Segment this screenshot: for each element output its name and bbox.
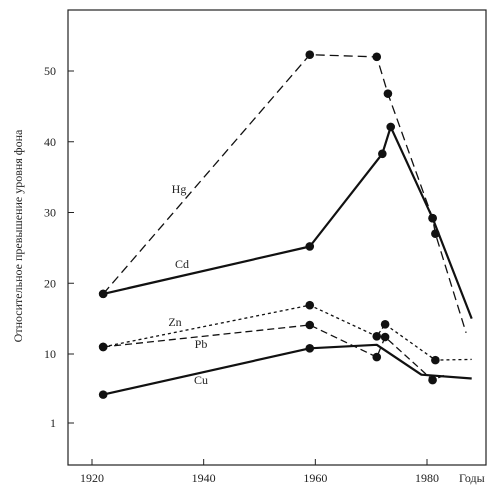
data-point-cd-1 (305, 242, 315, 251)
series-layer (98, 50, 473, 399)
data-point-pb-2 (372, 352, 382, 362)
data-point-cd-4 (428, 213, 437, 223)
label-layer: Hg Cd Zn Pb Cu (168, 182, 208, 387)
y-tick-label-40: 40 (44, 135, 56, 149)
plot-frame (67, 9, 487, 466)
data-point-hg-1 (305, 50, 315, 60)
data-point-pb-1 (305, 320, 315, 330)
series-line-pb (103, 324, 445, 381)
data-point-cu-1 (305, 344, 315, 353)
y-tick-label-1: 1 (50, 416, 56, 430)
series-line-cu (102, 343, 472, 396)
data-point-pb-0 (98, 342, 108, 352)
x-tick-label-1980: 1980 (415, 471, 439, 485)
data-point-zn-2 (372, 332, 382, 341)
series-label-pb: Pb (195, 337, 208, 351)
data-point-pb-3 (380, 332, 390, 342)
data-point-cd-2 (378, 149, 387, 159)
series-label-hg: Hg (172, 182, 187, 196)
y-tick-label-30: 30 (44, 206, 56, 220)
data-point-cd-3 (386, 122, 396, 132)
series-line-hg (102, 54, 467, 333)
x-tick-label-1960: 1960 (303, 471, 327, 485)
data-point-cu-0 (98, 390, 108, 399)
y-tick-label-10: 10 (44, 347, 56, 361)
data-point-zn-4 (431, 355, 440, 365)
x-axis-label: Годы (459, 471, 485, 485)
y-tick-label-50: 50 (44, 64, 56, 78)
x-tick-label-1920: 1920 (80, 471, 104, 485)
x-tick-label-1940: 1940 (192, 471, 216, 485)
series-label-cu: Cu (194, 373, 208, 387)
data-point-zn-1 (305, 300, 315, 310)
axes: 1920 1940 1960 1980 1 10 20 30 40 50 (44, 64, 439, 485)
series-label-cd: Cd (175, 257, 189, 271)
data-point-zn-3 (380, 319, 390, 329)
series-line-cd (102, 125, 473, 319)
y-axis-label: Относительное превышение уровня фона (11, 129, 25, 342)
data-point-hg-3 (383, 89, 393, 98)
y-tick-label-20: 20 (44, 276, 56, 290)
data-point-pb-4 (428, 375, 437, 385)
data-point-hg-2 (372, 52, 382, 62)
data-point-cd-0 (98, 289, 108, 299)
series-label-zn: Zn (168, 315, 181, 329)
series-line-zn (103, 304, 472, 361)
